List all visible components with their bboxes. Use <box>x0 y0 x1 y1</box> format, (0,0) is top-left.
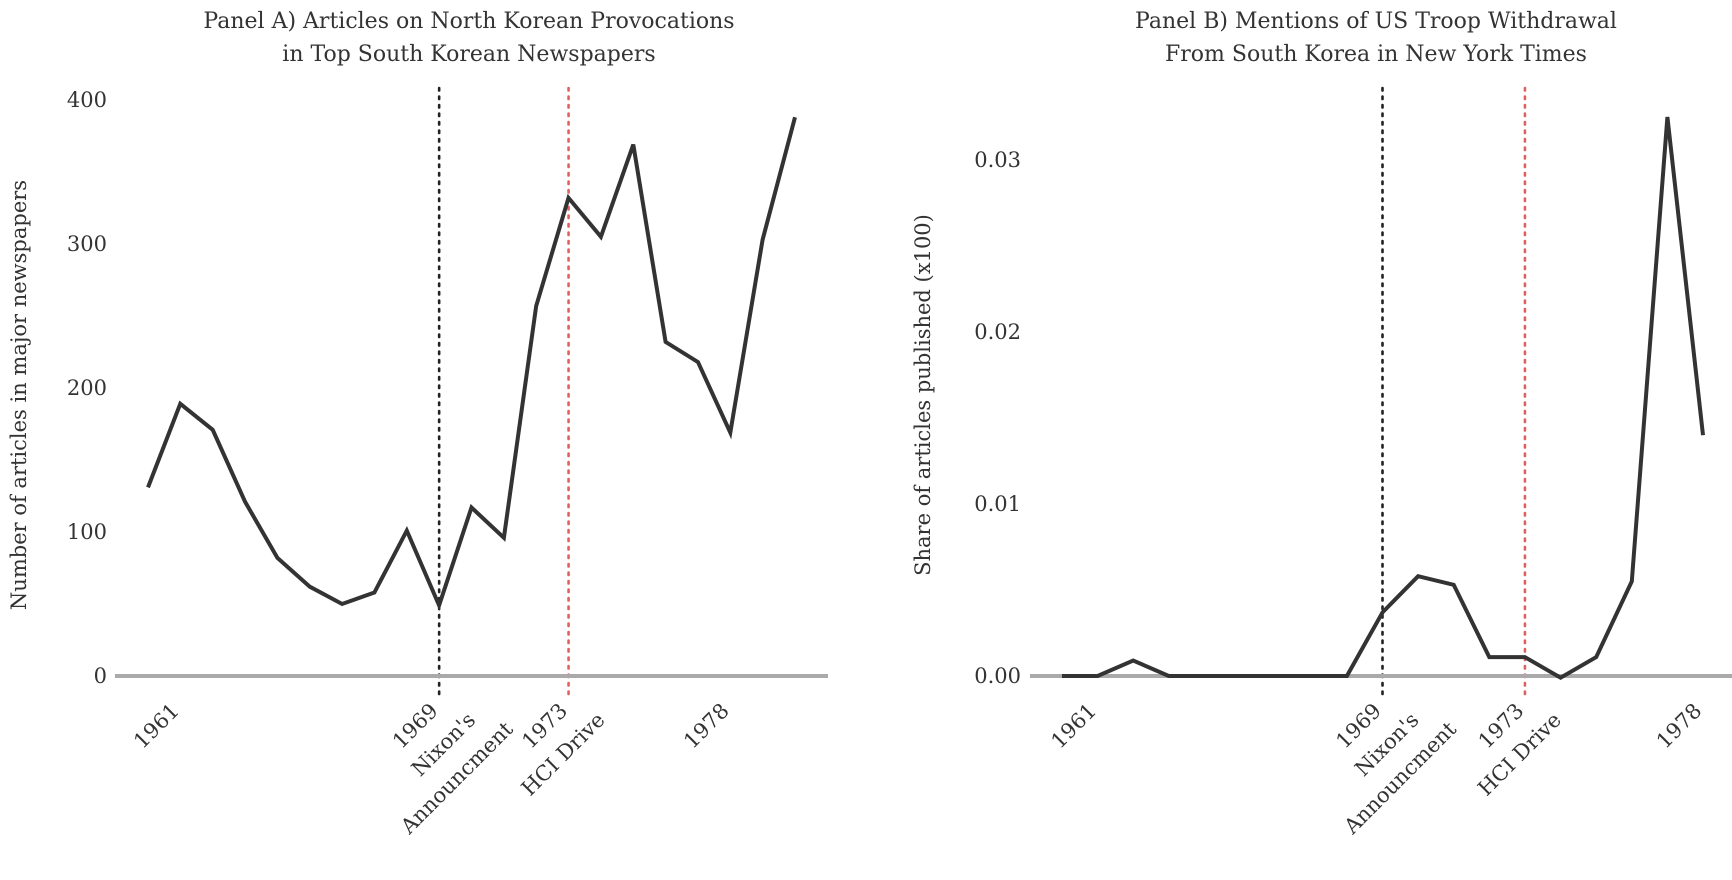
y-tick-label: 0.03 <box>974 148 1021 172</box>
x-tick-label: 1969Nixon'sAnnouncment <box>349 670 518 839</box>
chart-title-line: Panel A) Articles on North Korean Provoc… <box>203 9 734 34</box>
panel-a-line-chart: Panel A) Articles on North Korean Provoc… <box>7 9 828 839</box>
y-tick-label: 400 <box>67 88 107 112</box>
series-line <box>1062 116 1705 681</box>
y-tick-label: 200 <box>67 376 107 400</box>
panel-b-line-chart: Panel B) Mentions of US Troop Withdrawal… <box>911 9 1732 839</box>
y-tick-label: 0 <box>94 664 107 688</box>
x-tick-label-line: 1961 <box>1046 699 1101 754</box>
chart-title-line: in Top South Korean Newspapers <box>282 42 655 67</box>
x-tick-label: 1973HCI Drive <box>493 684 609 800</box>
y-tick-label: 100 <box>67 520 107 544</box>
x-tick-label: 1961 <box>129 699 184 754</box>
y-axis-label: Number of articles in major newspapers <box>7 180 31 610</box>
x-tick-label: 1978 <box>679 699 734 754</box>
x-tick-label-line: 1961 <box>129 699 184 754</box>
chart-title-line: Panel B) Mentions of US Troop Withdrawal <box>1135 9 1617 34</box>
x-tick-label: 1978 <box>1652 699 1707 754</box>
chart-title-line: From South Korea in New York Times <box>1165 42 1587 67</box>
x-tick-label: 1973HCI Drive <box>1450 684 1566 800</box>
x-tick-label-line: 1978 <box>679 699 734 754</box>
y-tick-label: 0.00 <box>974 664 1021 688</box>
chart-title: Panel A) Articles on North Korean Provoc… <box>203 9 734 67</box>
x-tick-label: 1969Nixon'sAnnouncment <box>1292 670 1461 839</box>
y-tick-label: 0.02 <box>974 320 1021 344</box>
x-tick-label-line: 1978 <box>1652 699 1707 754</box>
chart-title: Panel B) Mentions of US Troop Withdrawal… <box>1135 9 1617 67</box>
y-tick-label: 0.01 <box>974 492 1021 516</box>
x-tick-label: 1961 <box>1046 699 1101 754</box>
y-axis-label: Share of articles published (x100) <box>911 214 935 576</box>
y-tick-label: 300 <box>67 232 107 256</box>
series-line <box>146 116 797 612</box>
